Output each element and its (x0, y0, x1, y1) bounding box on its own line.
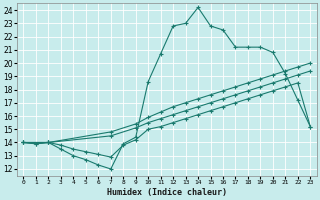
X-axis label: Humidex (Indice chaleur): Humidex (Indice chaleur) (107, 188, 227, 197)
